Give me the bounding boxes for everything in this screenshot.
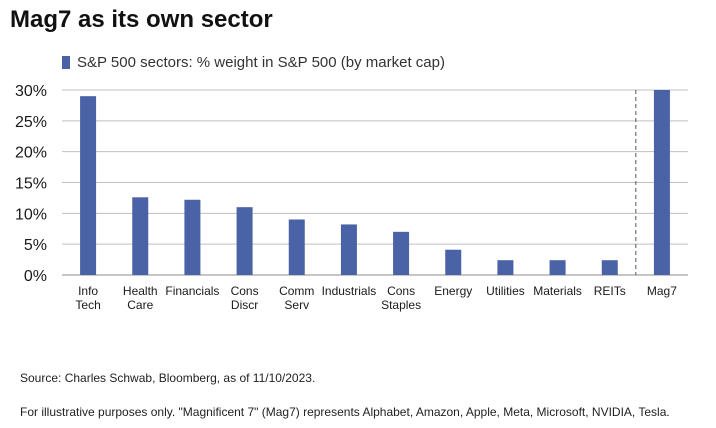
x-tick-label: Industrials [322,284,377,298]
x-tick-label: Financials [165,284,219,298]
x-tick-label-line: Financials [165,284,219,298]
y-tick-label: 25% [15,114,47,131]
y-tick-label: 0% [24,268,47,285]
bar [80,96,97,276]
x-tick-label-line: Utilities [486,284,525,298]
x-tick-label: Materials [533,284,582,298]
y-tick-label: 10% [15,206,47,223]
y-tick-label: 15% [15,176,47,193]
grid-lines [62,89,688,276]
x-tick-label: Mag7 [647,284,677,298]
x-tick-label-line: Care [127,298,153,312]
bar [653,90,670,275]
x-tick-label: Health Care [123,284,158,312]
bar [184,199,201,275]
bars [80,90,670,276]
bar [393,231,410,275]
x-tick-label: Energy [434,284,472,298]
x-tick-label-line: REITs [594,284,626,298]
x-tick-label-line: Mag7 [647,284,677,298]
bar [549,260,566,275]
bar [601,260,618,275]
disclaimer-note: For illustrative purposes only. "Magnifi… [20,405,670,419]
y-tick-label: 30% [15,83,47,100]
x-tick-label-line: Health [123,284,158,298]
x-tick-label: Info Tech [75,284,100,312]
y-axis-tick-labels: 0% 5% 10% 15% 20% 25% 30% [15,83,47,285]
x-tick-label-line: Discr [231,298,258,312]
bar [236,207,253,275]
chart-title: Mag7 as its own sector [10,6,273,33]
bar [288,219,305,275]
x-tick-label-line: Info [78,284,98,298]
x-tick-label-line: Cons [231,284,259,298]
bar [132,197,149,275]
bar [445,249,462,275]
legend-label: S&P 500 sectors: % weight in S&P 500 (by… [77,54,445,71]
x-tick-label: Cons Discr [231,284,259,312]
x-tick-label-line: Energy [434,284,472,298]
legend: S&P 500 sectors: % weight in S&P 500 (by… [62,54,445,71]
x-tick-label: Utilities [486,284,525,298]
y-tick-label: 5% [24,237,47,254]
x-tick-label: Comm Serv [279,284,314,312]
x-tick-label-line: Staples [381,298,421,312]
bar [497,260,514,275]
legend-swatch [62,56,70,69]
x-tick-label-line: Comm [279,284,314,298]
x-tick-label-line: Industrials [322,284,377,298]
bar [340,224,357,275]
x-tick-label-line: Materials [533,284,582,298]
source-note: Source: Charles Schwab, Bloomberg, as of… [20,371,316,385]
x-tick-label: Cons Staples [381,284,421,312]
x-tick-label-line: Cons [387,284,415,298]
x-tick-label-line: Serv [284,298,309,312]
y-tick-label: 20% [15,145,47,162]
x-tick-label-line: Tech [75,298,100,312]
x-tick-label: REITs [594,284,626,298]
